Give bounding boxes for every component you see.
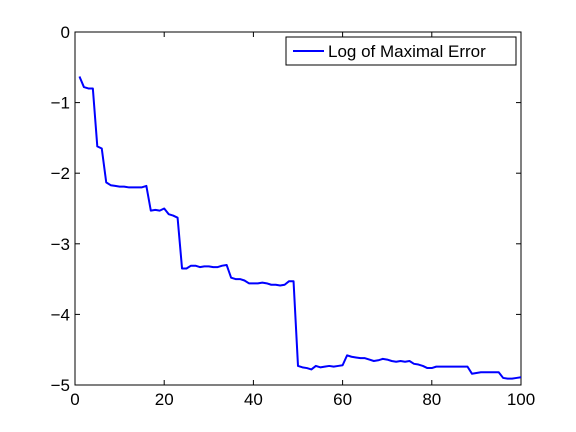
tick-group [74,31,522,386]
x-tick-label: 60 [333,390,352,409]
series-line [78,76,522,380]
y-tick-label: −4 [51,305,70,324]
plot-area [74,31,522,386]
series-group [78,76,522,380]
x-tick-label: 40 [244,390,263,409]
legend-box [285,36,517,66]
legend: Log of Maximal Error [285,36,517,66]
y-tick-label: 0 [61,23,70,42]
legend-label: Log of Maximal Error [328,42,486,61]
x-tick-label: 80 [422,390,441,409]
y-tick-label: −1 [51,94,70,113]
y-tick-label: −5 [51,376,70,395]
y-tick-label: −2 [51,164,70,183]
x-tick-label: 20 [155,390,174,409]
tick-label-group: 0 20 40 60 80 100 0 −1 −2 −3 −4 −5 [51,23,536,409]
x-tick-label: 0 [70,390,79,409]
x-tick-label: 100 [507,390,535,409]
y-tick-label: −3 [51,235,70,254]
